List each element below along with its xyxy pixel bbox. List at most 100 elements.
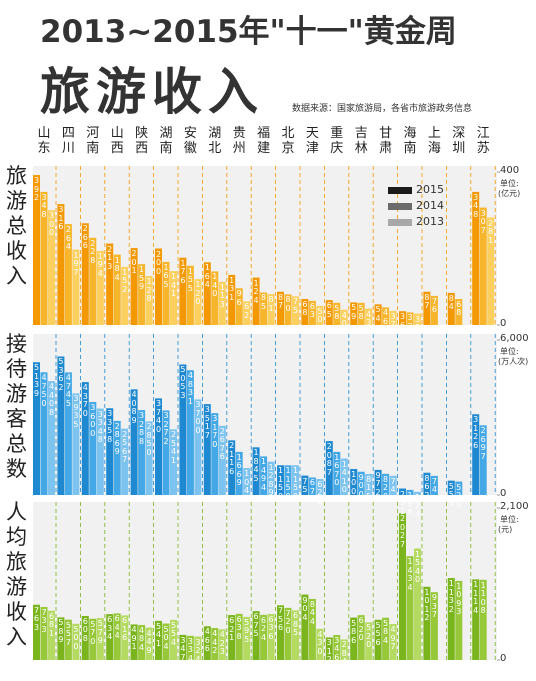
column-label: 陕西 — [135, 126, 149, 156]
bar — [106, 243, 114, 325]
value-label: 194 — [97, 251, 103, 278]
value-label: 84 — [448, 293, 454, 312]
value-label: 763 — [33, 605, 40, 632]
value-label: 844 — [309, 599, 315, 626]
value-label: 65 — [326, 301, 332, 319]
bar — [350, 617, 358, 660]
bar — [113, 613, 121, 660]
value-label: 63 — [309, 301, 315, 320]
column-label: 安徽 — [183, 126, 197, 156]
value-label: 1093 — [456, 581, 462, 617]
value-label: 3348 — [97, 409, 103, 444]
bar — [333, 302, 341, 325]
bar — [267, 613, 275, 660]
value-label: 4831 — [187, 371, 193, 406]
value-label: 620 — [358, 616, 364, 643]
bar — [57, 204, 65, 325]
bar — [292, 465, 299, 495]
value-label: 557 — [65, 620, 71, 647]
bar — [479, 579, 487, 660]
bar — [382, 617, 390, 660]
column-label: 甘肃 — [379, 126, 393, 156]
value-label: 644 — [114, 614, 120, 641]
bar — [218, 629, 226, 660]
bar — [113, 420, 121, 495]
panel-title: 旅游总收入 — [6, 164, 27, 288]
value-label: 1845 — [253, 448, 259, 483]
value-label: 589 — [58, 618, 64, 645]
bar — [121, 266, 129, 325]
bar — [64, 224, 72, 325]
bar — [479, 207, 487, 325]
value-label: 497 — [390, 625, 396, 652]
value-label: 198 — [407, 490, 413, 517]
bar — [89, 237, 97, 325]
value-label: 1669 — [236, 452, 242, 488]
legend-label: 2013 — [416, 215, 444, 228]
bar — [340, 458, 348, 495]
value-label: 1007 — [351, 469, 357, 505]
unit: (万人次) — [498, 357, 529, 366]
bar — [260, 292, 268, 325]
bar — [406, 312, 414, 325]
bar — [228, 274, 236, 325]
value-label: 1434 — [407, 557, 413, 592]
value-label: 392 — [33, 176, 40, 203]
value-label: 76 — [431, 296, 437, 315]
value-label: 266 — [82, 224, 88, 251]
bar — [389, 475, 397, 495]
value-label: 3170 — [212, 414, 218, 449]
bar — [130, 389, 138, 495]
bar — [243, 616, 251, 660]
value-label: 3272 — [163, 411, 169, 446]
value-label: 685 — [292, 611, 299, 638]
bar — [284, 294, 292, 325]
legend-label: 2014 — [416, 199, 444, 212]
y-tick-label: 0 — [500, 318, 507, 329]
bar — [316, 478, 324, 495]
value-label: 636 — [268, 614, 274, 641]
bar — [130, 624, 138, 660]
value-label: 972 — [375, 470, 381, 497]
value-label: 2116 — [229, 441, 235, 476]
bar — [472, 579, 480, 660]
bar — [96, 618, 104, 660]
value-label: 228 — [90, 238, 96, 265]
value-label: 900 — [358, 472, 364, 499]
bar — [121, 428, 129, 495]
bar — [357, 471, 365, 495]
bar — [267, 294, 275, 325]
column-label: 福建 — [257, 126, 271, 156]
bar — [374, 619, 382, 660]
bar — [130, 248, 138, 325]
value-label: 124 — [414, 492, 421, 519]
value-label: 80 — [285, 295, 291, 313]
value-label: 937 — [431, 593, 437, 620]
value-label: 68 — [456, 299, 462, 318]
value-label: 113 — [219, 282, 225, 309]
bar — [292, 610, 299, 660]
bar — [243, 468, 251, 495]
bar — [301, 298, 309, 325]
value-label: 1043 — [244, 469, 250, 504]
value-label: 520 — [366, 623, 372, 650]
value-label: 54 — [375, 305, 381, 323]
value-label: 2027 — [399, 514, 406, 549]
value-label: 300 — [48, 211, 55, 238]
bar — [96, 408, 104, 495]
value-label: 347 — [180, 635, 186, 662]
bar — [406, 556, 414, 660]
value-label: 3600 — [90, 403, 96, 438]
bar — [211, 271, 219, 325]
bar — [423, 472, 431, 495]
bar — [211, 413, 219, 495]
value-label: 85 — [261, 293, 267, 311]
column-label: 贵州 — [232, 126, 246, 156]
bar — [374, 469, 382, 495]
column-label: 深圳 — [452, 126, 466, 156]
value-label: 334 — [187, 636, 193, 663]
value-label: 201 — [131, 249, 137, 276]
value-label: 4408 — [48, 382, 55, 417]
